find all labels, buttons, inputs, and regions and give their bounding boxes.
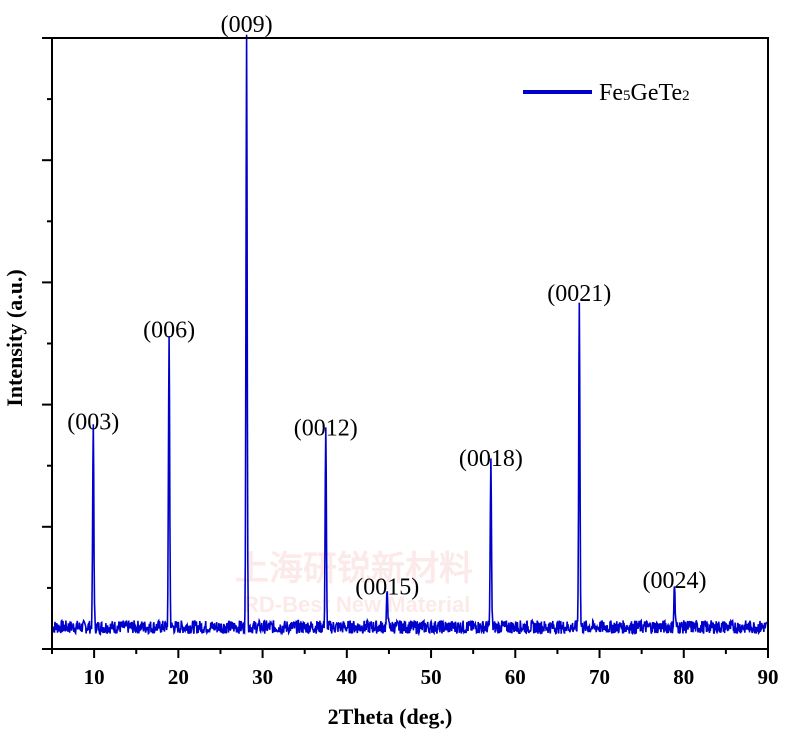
legend-label: Fe5GeTe2	[599, 80, 690, 106]
legend: Fe5GeTe2	[523, 80, 690, 106]
x-tick-label: 40	[336, 665, 357, 689]
spectrum-series	[51, 34, 769, 637]
peak-label: (009)	[221, 12, 273, 38]
peak-label: (0024)	[643, 568, 707, 594]
peak-labels: (003) (006) (009) (0012) (0015) (0018) (0021) (…	[67, 12, 706, 600]
peak-label: (0012)	[294, 416, 358, 442]
y-axis-label: Intensity (a.u.)	[2, 269, 27, 407]
x-axis-ticks: 10 20 30 40 50 60 70 80 90	[51, 649, 779, 689]
peak-label: (0018)	[459, 446, 523, 472]
x-tick-label: 10	[84, 665, 105, 689]
x-tick-label: 70	[589, 665, 610, 689]
peak-label: (0021)	[547, 281, 611, 307]
x-tick-label: 20	[168, 665, 189, 689]
peak-label: (0015)	[355, 574, 419, 600]
x-tick-label: 60	[505, 665, 526, 689]
y-axis-ticks	[42, 37, 52, 650]
spectrum-line	[51, 34, 769, 637]
peak-label: (003)	[67, 409, 119, 435]
x-tick-label: 50	[421, 665, 442, 689]
x-tick-label: 90	[758, 665, 779, 689]
x-tick-label: 30	[252, 665, 273, 689]
x-axis-label: 2Theta (deg.)	[328, 704, 453, 729]
watermark-cn: 上海研锐新材料	[235, 549, 473, 589]
x-tick-label: 80	[673, 665, 694, 689]
watermark-en: RD-Best New Material	[243, 592, 470, 617]
peak-label: (006)	[143, 318, 195, 344]
watermark: 上海研锐新材料 RD-Best New Material	[235, 549, 473, 617]
